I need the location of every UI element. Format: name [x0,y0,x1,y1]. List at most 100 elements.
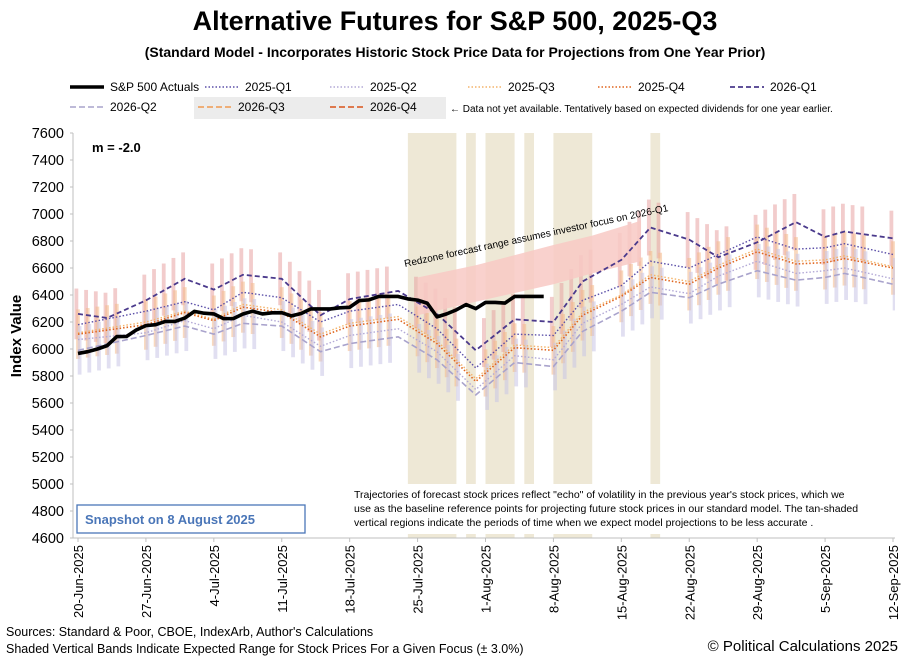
x-tick-label: 11-Jul-2025 [275,545,290,613]
forecast-band [310,320,315,370]
legend-label: 2026-Q2 [110,100,157,114]
forecast-band [229,253,234,307]
forecast-band [511,294,515,345]
x-tick-label: 18-Jul-2025 [343,545,358,614]
legend: S&P 500 Actuals 2025-Q1 2025-Q2 2025-Q3 2025… [70,80,817,114]
forecast-band [491,310,496,360]
forecast-band [232,301,237,352]
y-tick-label: 6800 [32,234,64,250]
forecast-band [524,339,528,388]
legend-label: 2025-Q2 [370,80,417,94]
x-tick-label: 8-Aug-2025 [546,545,561,613]
x-axis: 20-Jun-2025 27-Jun-2025 4-Jul-2025 11-Jul-2… [71,538,901,620]
series-line-2025-Q2 [77,260,894,391]
legend-label: 2026-Q3 [238,100,285,114]
forecast-band [630,279,635,331]
legend-note: ← Data not yet available. Tentatively ba… [450,104,833,115]
forecast-band [287,261,292,315]
redzone-polygon [417,220,641,316]
forecast-band [646,199,651,256]
series-line-2026-Q1 [77,221,894,352]
y-tick-label: 5600 [32,396,64,412]
x-tick-label: 1-Aug-2025 [479,545,494,613]
forecast-band [297,271,302,323]
y-tick-label: 7600 [32,126,64,142]
bands-note: Shaded Vertical Bands Indicate Expected … [6,642,524,656]
legend-label: 2025-Q1 [245,80,292,94]
x-tick-label: 15-Aug-2025 [614,545,629,620]
y-tick-label: 7200 [32,180,64,196]
forecast-band [860,206,865,262]
y-tick-label: 7400 [32,153,64,169]
y-tick-label: 4800 [32,504,64,520]
forecast-band [494,355,499,403]
sources-text: Sources: Standard & Poor, CBOE, IndexArb… [6,625,374,639]
legend-highlight [194,97,446,119]
forecast-band [621,285,625,337]
forecast-band [569,269,574,321]
chart-subtitle: (Standard Model - Incorporates Historic … [144,44,766,60]
forecast-band [718,257,722,311]
forecast-lines [77,221,894,396]
snapshot-label: Snapshot on 8 August 2025 [85,512,255,527]
forecast-band [375,268,380,321]
y-axis-label: Index Value [8,295,25,378]
forecast-band [417,324,422,373]
forecast-band [559,282,564,335]
legend-label: 2026-Q4 [370,100,417,114]
y-tick-label: 5000 [32,477,64,493]
forecast-band [145,310,150,361]
forecast-band [562,330,567,379]
forecast-band [792,193,797,251]
x-tick-label: 20-Jun-2025 [71,545,86,618]
forecast-band [446,344,451,393]
forecast-band [650,266,654,319]
x-tick-label: 27-Jun-2025 [139,545,154,618]
legend-label: 2025-Q3 [508,80,555,94]
y-tick-label: 6200 [32,315,64,331]
forecast-band [708,262,713,315]
y-tick-label: 6000 [32,342,64,358]
explanation-line-1: Trajectories of forecast stock prices re… [354,489,845,501]
forecast-band [300,314,305,364]
forecast-band [482,318,486,368]
explanation-box [348,484,893,534]
forecast-band [501,302,506,353]
y-tick-label: 6400 [32,288,64,304]
legend-label: 2025-Q4 [638,80,685,94]
explanation-line-3: vertical regions indicate the periods of… [354,517,813,529]
chart-title: Alternative Futures for S&P 500, 2025-Q3 [192,6,718,36]
series-line-2025-Q3 [77,248,894,380]
y-tick-label: 5400 [32,423,64,439]
x-tick-label: 22-Aug-2025 [682,545,697,620]
x-tick-label: 25-Jul-2025 [411,545,426,614]
tan-region [485,133,515,538]
y-tick-label: 5200 [32,450,64,466]
forecast-band [579,255,583,308]
forecast-band [892,257,895,311]
forecast-band [171,257,176,311]
forecast-band [504,346,509,395]
series-line-2025-Q4 [77,250,894,383]
forecast-band [776,248,781,302]
m-label: m = -2.0 [92,140,141,155]
forecast-band [223,305,228,356]
forecast-band [349,319,354,369]
forecast-band [213,309,218,359]
actuals-path [77,294,544,356]
forecast-band [291,307,295,358]
legend-label: 2026-Q1 [770,80,817,94]
forecast-band [514,338,519,387]
tan-region [466,133,476,538]
tan-region [650,133,661,538]
forecast-band [452,307,457,357]
snapshot-box [76,504,306,534]
legend-label: S&P 500 Actuals [110,80,199,94]
tan-regions [407,133,661,538]
forecast-band [553,342,557,391]
y-tick-label: 4600 [32,531,64,547]
copyright: © Political Calculations 2025 [707,638,898,655]
x-tick-label: 29-Aug-2025 [750,545,765,620]
tan-region [524,133,535,538]
